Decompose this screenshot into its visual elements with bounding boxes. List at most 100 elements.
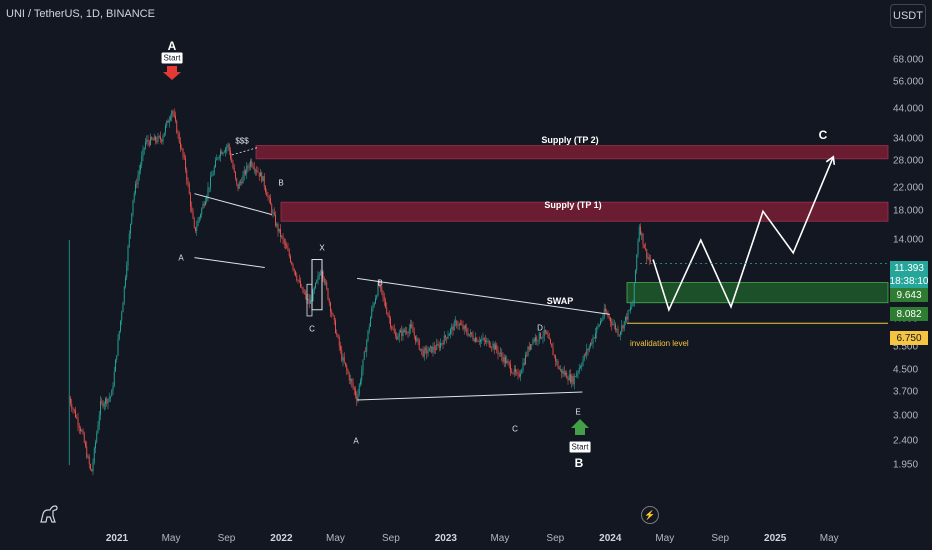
- candle-body: [357, 393, 359, 401]
- candle-443: [622, 324, 624, 332]
- candle-173: [285, 238, 286, 250]
- candle-body: [72, 408, 74, 410]
- candle-324: [473, 337, 475, 343]
- x-tick-label: Sep: [711, 533, 730, 544]
- candle-209: [330, 301, 331, 317]
- candle-body: [430, 346, 431, 348]
- candle-385: [550, 338, 551, 345]
- candle-224: [348, 371, 350, 385]
- candle-402: [571, 373, 573, 388]
- candle-body: [80, 428, 81, 432]
- candle-264: [398, 329, 400, 343]
- candle-body: [443, 335, 445, 345]
- candle-146: [251, 158, 253, 168]
- candle-body: [231, 158, 233, 163]
- candle-69: [155, 135, 156, 145]
- candle-body: [310, 300, 311, 304]
- candle-18: [91, 468, 93, 472]
- candle-372: [533, 337, 535, 343]
- candle-107: [202, 201, 204, 210]
- flash-icon[interactable]: ⚡: [641, 506, 659, 524]
- candle-body: [445, 335, 446, 338]
- candle-body: [258, 172, 260, 177]
- candle-body: [648, 257, 650, 260]
- candle-body: [585, 354, 586, 355]
- candle-397: [565, 370, 566, 377]
- candle-body: [240, 181, 241, 183]
- candle-24: [98, 410, 100, 431]
- candle-129: [230, 147, 231, 161]
- candle-7: [77, 412, 79, 432]
- candle-body: [402, 329, 404, 337]
- candle-body: [298, 279, 300, 281]
- candle-419: [592, 334, 594, 349]
- candle-body: [527, 346, 529, 356]
- candle-body: [426, 348, 428, 354]
- y-tick-label: 56.000: [893, 76, 924, 88]
- candle-125: [225, 146, 226, 157]
- candle-body: [238, 182, 240, 189]
- y-tick-label: 44.000: [893, 103, 924, 115]
- candle-46: [126, 261, 128, 281]
- candle-298: [441, 342, 443, 346]
- candle-body: [613, 324, 615, 325]
- candle-398: [566, 370, 568, 379]
- candle-body: [558, 367, 560, 370]
- candle-body: [547, 333, 549, 338]
- candle-body: [326, 282, 328, 289]
- candle-body: [212, 173, 214, 176]
- candle-249: [380, 283, 381, 292]
- candle-251: [382, 290, 384, 302]
- candle-body: [177, 133, 179, 134]
- candle-195: [312, 288, 314, 302]
- candle-399: [567, 376, 569, 385]
- candle-184: [298, 274, 300, 284]
- candle-48: [128, 230, 130, 249]
- candle-186: [301, 284, 303, 289]
- candle-body: [451, 326, 453, 330]
- candle-270: [406, 327, 408, 335]
- candle-430: [606, 308, 608, 315]
- candle-172: [283, 237, 285, 249]
- candle-341: [495, 341, 496, 350]
- candle-body: [276, 224, 278, 226]
- candle-55: [137, 170, 139, 189]
- candle-42: [121, 310, 123, 326]
- candle-body: [150, 137, 151, 145]
- candle-413: [585, 351, 586, 357]
- candle-268: [403, 328, 405, 334]
- candle-body: [351, 379, 353, 383]
- candle-428: [603, 303, 605, 320]
- x-tick-label: May: [819, 533, 839, 544]
- candle-body: [420, 348, 421, 350]
- candle-250: [381, 285, 383, 295]
- candle-body: [115, 359, 116, 372]
- candle-26: [101, 397, 103, 406]
- candle-318: [466, 323, 468, 336]
- candle-256: [388, 310, 390, 324]
- currency-button[interactable]: USDT: [890, 4, 926, 28]
- candle-333: [485, 334, 486, 344]
- candle-150: [256, 165, 258, 176]
- candle-body: [465, 326, 466, 329]
- candle-219: [342, 353, 344, 367]
- candle-439: [617, 325, 619, 337]
- candle-body: [106, 398, 108, 404]
- candle-body: [555, 355, 556, 362]
- candle-body: [193, 218, 195, 228]
- candle-body: [621, 325, 623, 332]
- candle-body: [192, 210, 194, 219]
- candle-187: [302, 286, 304, 294]
- candle-body: [153, 136, 155, 141]
- candle-body: [233, 168, 235, 172]
- candle-456: [638, 224, 640, 243]
- candle-body: [457, 325, 459, 327]
- candle-67: [152, 137, 154, 141]
- candle-82: [171, 109, 173, 122]
- candle-body: [388, 315, 390, 319]
- candle-36: [113, 366, 115, 388]
- candle-243: [372, 301, 374, 312]
- candle-body: [248, 166, 250, 168]
